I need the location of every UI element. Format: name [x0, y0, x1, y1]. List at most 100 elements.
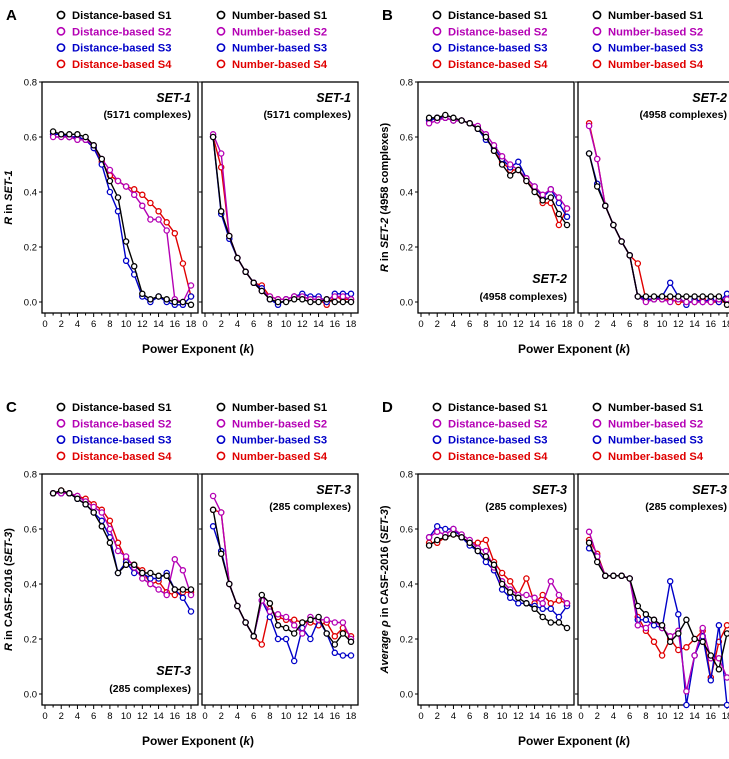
legend-label: Number-based S3 — [232, 43, 327, 55]
series-line-s2 — [428, 528, 568, 605]
data-point-s1 — [163, 572, 170, 580]
data-point-s1 — [585, 539, 593, 547]
x-tick-label: 14 — [313, 711, 324, 722]
x-tick-label: 4 — [75, 711, 80, 722]
plot-frame — [577, 473, 729, 706]
data-point-s1 — [634, 293, 642, 300]
y-tick-label: 0.8 — [400, 470, 413, 481]
legend-label: Number-based S2 — [232, 26, 327, 38]
panel-A: A Distance-based S1 Distance-based S2 Dista… — [3, 7, 359, 356]
data-point-s1 — [147, 569, 154, 577]
legend-label: Number-based S1 — [232, 402, 327, 414]
x-tick-label: 16 — [169, 711, 180, 722]
data-point-s1 — [555, 619, 563, 626]
data-point-s1 — [339, 630, 347, 637]
data-point-s3 — [723, 290, 729, 298]
data-point-s2 — [163, 591, 170, 599]
data-point-s4 — [723, 622, 729, 629]
series-line-s2 — [212, 134, 352, 300]
plot-frame — [417, 81, 575, 314]
data-point-s3 — [347, 290, 355, 298]
annotation-complexes: (285 complexes) — [269, 501, 351, 513]
data-point-s1 — [666, 293, 674, 300]
annotation-set: SET-3 — [692, 483, 727, 497]
x-tick-label: 6 — [467, 711, 472, 722]
data-point-s1 — [425, 542, 433, 549]
legend-label: Distance-based S4 — [448, 451, 548, 463]
data-point-s1 — [474, 125, 482, 133]
data-point-s4 — [331, 633, 339, 640]
legend-label: Distance-based S2 — [448, 26, 548, 38]
series-line-s1 — [588, 153, 728, 306]
data-point-s4 — [683, 644, 690, 651]
data-point-s3 — [506, 594, 514, 602]
data-point-s4 — [547, 600, 555, 607]
x-tick-label: 18 — [562, 711, 573, 722]
data-point-s1 — [585, 150, 593, 157]
y-axis-label-extra: ) — [3, 528, 15, 532]
data-point-s3 — [290, 657, 298, 665]
legend-marker-s2 — [56, 26, 66, 36]
data-point-s2 — [593, 155, 601, 163]
panel-D: D Distance-based S1 Distance-based S2 Dista… — [379, 399, 729, 748]
x-axis-label: Power Exponent (k) — [518, 734, 630, 748]
x-tick-label: 2 — [219, 711, 224, 722]
data-point-s1 — [482, 133, 490, 141]
data-point-s1 — [234, 254, 241, 262]
x-axis-label-text: Power Exponent ( — [142, 734, 243, 748]
data-point-s1 — [610, 572, 617, 580]
data-point-s1 — [171, 586, 179, 593]
x-tick-label: 14 — [529, 711, 540, 722]
data-point-s1 — [547, 194, 555, 201]
x-tick-label: 6 — [251, 711, 256, 722]
legend-marker-s3 — [56, 435, 66, 444]
data-point-s3 — [555, 199, 563, 207]
data-point-s2 — [139, 202, 146, 210]
legend-marker-s3 — [592, 43, 602, 52]
legend-label: Number-based S3 — [608, 435, 703, 447]
data-point-s2 — [147, 580, 154, 588]
y-tick-label: 0.2 — [24, 243, 37, 254]
legend-label: Number-based S4 — [232, 59, 328, 71]
data-point-s1 — [555, 210, 563, 218]
data-point-s1 — [66, 490, 73, 497]
data-point-s1 — [315, 298, 322, 306]
data-point-s2 — [433, 528, 441, 536]
data-point-s1 — [347, 638, 355, 646]
x-tick-label: 0 — [42, 319, 47, 330]
data-point-s4 — [139, 191, 146, 199]
data-point-s3 — [707, 677, 715, 684]
data-point-s3 — [515, 600, 522, 607]
data-point-s1 — [523, 600, 530, 607]
x-tick-label: 16 — [545, 319, 556, 330]
data-point-s1 — [98, 523, 106, 530]
data-point-s4 — [290, 616, 298, 624]
data-point-s1 — [531, 605, 538, 613]
y-tick-label: 0.0 — [24, 690, 37, 701]
data-point-s3 — [187, 608, 195, 615]
data-point-s1 — [226, 580, 233, 588]
subplot-left: 0 2 4 6 8 10 12 14 16 18 SET-1 (5171 complexes) — [39, 81, 199, 330]
y-axis-label-set: SET-1 — [3, 170, 15, 201]
data-point-s1 — [234, 602, 241, 610]
data-point-s1 — [258, 591, 266, 599]
x-tick-label: 4 — [611, 711, 616, 722]
x-tick-label: 4 — [75, 319, 80, 330]
data-point-s3 — [282, 635, 290, 643]
data-point-s3 — [106, 188, 114, 196]
x-tick-label: 14 — [153, 319, 164, 330]
legend-marker-s4 — [216, 59, 226, 69]
x-tick-label: 12 — [137, 711, 148, 722]
data-point-s1 — [139, 290, 146, 298]
data-point-s1 — [57, 487, 65, 494]
data-point-s2 — [90, 503, 97, 511]
subplot-left: 0 2 4 6 8 10 12 14 16 18 SET-3 (285 complexes) — [39, 473, 199, 722]
data-point-s4 — [155, 208, 162, 215]
data-point-s2 — [339, 619, 347, 626]
data-point-s1 — [650, 616, 658, 624]
y-tick-label: 0.2 — [400, 243, 413, 254]
data-point-s1 — [147, 296, 154, 303]
x-tick-label: 2 — [595, 319, 600, 330]
data-point-s1 — [425, 114, 433, 122]
x-axis-label: Power Exponent (k) — [518, 342, 630, 356]
